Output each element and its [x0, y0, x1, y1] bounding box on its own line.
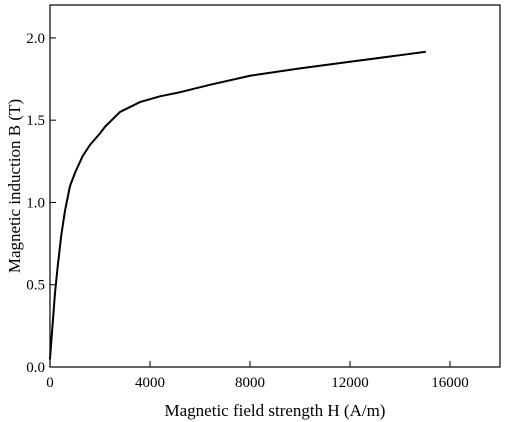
y-tick-label: 2.0 — [26, 31, 45, 47]
plot-frame — [49, 4, 501, 368]
y-tick-label: 1.5 — [26, 113, 45, 129]
y-axis: 0.0 0.5 1.0 1.5 2.0 — [26, 31, 56, 376]
x-tick-label: 0 — [46, 375, 54, 391]
y-tick-label: 0.5 — [26, 278, 45, 294]
x-tick-label: 8000 — [235, 375, 265, 391]
x-tick-label: 12000 — [331, 375, 369, 391]
x-tick-label: 4000 — [135, 375, 165, 391]
y-tick-label: 1.0 — [26, 195, 45, 211]
x-tick-label: 16000 — [431, 375, 469, 391]
y-axis-title: Magnetic induction B (T) — [5, 99, 24, 273]
bh-curve-line — [49, 50, 426, 360]
y-tick-label: 0.0 — [26, 360, 45, 376]
x-axis-title: Magnetic field strength H (A/m) — [165, 401, 386, 420]
x-axis: 0 4000 8000 12000 16000 — [46, 361, 469, 391]
plot-area — [49, 4, 501, 368]
